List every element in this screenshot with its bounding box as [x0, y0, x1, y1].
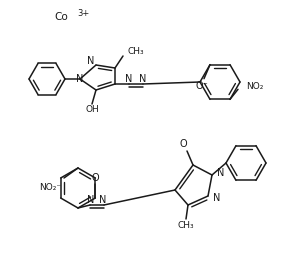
Text: N: N	[99, 195, 107, 205]
Text: N: N	[87, 56, 95, 66]
Text: N: N	[217, 168, 224, 178]
Text: NO₂⁻: NO₂⁻	[39, 183, 61, 193]
Text: O: O	[179, 139, 187, 149]
Text: O: O	[92, 173, 99, 183]
Text: N: N	[139, 74, 147, 84]
Text: OH: OH	[85, 105, 99, 115]
Text: NO₂: NO₂	[246, 82, 264, 91]
Text: 3+: 3+	[77, 9, 89, 17]
Text: N: N	[76, 74, 84, 84]
Text: Co: Co	[54, 12, 68, 22]
Text: N: N	[125, 74, 133, 84]
Text: N: N	[87, 195, 95, 205]
Text: CH₃: CH₃	[128, 48, 145, 56]
Text: O⁻: O⁻	[196, 81, 208, 91]
Text: N: N	[213, 193, 221, 203]
Text: CH₃: CH₃	[178, 221, 194, 231]
